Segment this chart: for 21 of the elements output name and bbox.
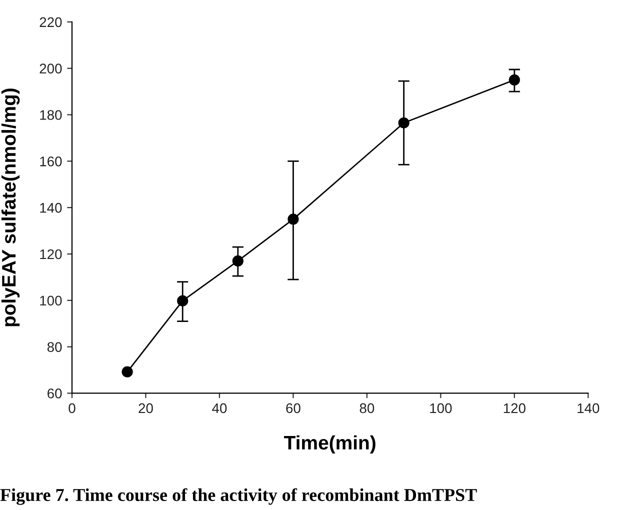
y-tick-label: 140 bbox=[40, 202, 62, 213]
x-tick-label: 20 bbox=[138, 403, 153, 414]
y-tick-label: 60 bbox=[48, 388, 62, 398]
caption: Figure 7. Time course of the activity of recombinant DmTPST bbox=[0, 488, 477, 505]
y-tick-label: 80 bbox=[47, 342, 62, 352]
x-tick-label: 120 bbox=[504, 403, 526, 414]
y-tick-label: 120 bbox=[40, 249, 62, 260]
x-tick-label: 140 bbox=[578, 403, 600, 414]
x-tick-label: 80 bbox=[360, 403, 374, 414]
y-tick-label: 220 bbox=[40, 17, 62, 28]
x-tick-label: 0 bbox=[68, 403, 76, 414]
point bbox=[122, 366, 133, 378]
y-tick-label: 180 bbox=[40, 110, 62, 120]
y-tick-label: 100 bbox=[40, 296, 62, 306]
x-tick-label: 60 bbox=[286, 403, 300, 414]
y-tick-label: 160 bbox=[40, 156, 62, 166]
y-tick-label: 200 bbox=[40, 64, 62, 74]
x-axis-title: Time(min) bbox=[284, 435, 376, 454]
x-tick-label: 40 bbox=[212, 403, 227, 414]
y-axis-title: polyEAY sulfate(nmol/mg) bbox=[1, 88, 20, 326]
x-tick-label: 100 bbox=[430, 403, 452, 414]
